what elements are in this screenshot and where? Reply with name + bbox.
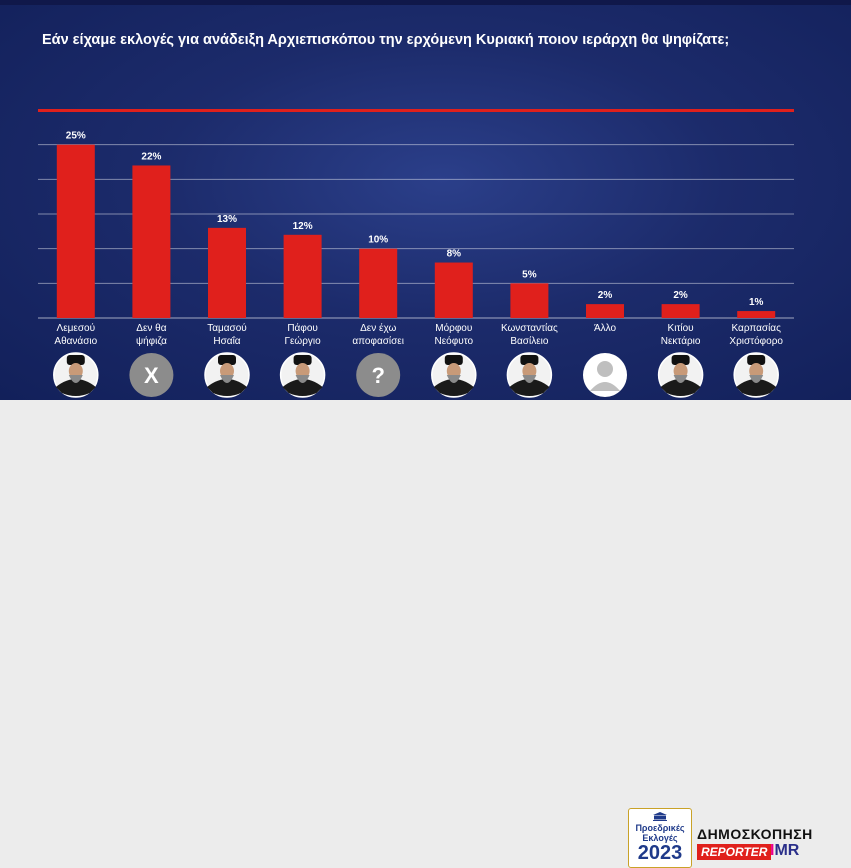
footer: Προεδρικές Εκλογές 2023 ΔΗΜΟΣΚΟΠΗΣΗ REPO… xyxy=(0,400,851,868)
icon-circle xyxy=(356,353,401,397)
bar xyxy=(283,234,322,318)
portrait-hat xyxy=(66,355,85,365)
title-underline xyxy=(38,109,794,112)
portrait-robe xyxy=(509,379,550,396)
portrait-beard xyxy=(522,375,537,383)
value-label: 10% xyxy=(368,235,388,246)
question-mark-icon: ? xyxy=(371,363,384,388)
portrait-robe xyxy=(736,379,777,396)
imr-logo: IMR xyxy=(770,842,799,860)
portrait-hat xyxy=(444,355,463,365)
value-label: 2% xyxy=(598,290,613,301)
portrait-hat xyxy=(747,355,766,365)
imr-logo-rest: MR xyxy=(774,842,800,859)
logo-line2: Εκλογές xyxy=(642,833,678,843)
category-label: Μόρφου xyxy=(435,322,472,334)
logo-year: 2023 xyxy=(637,842,683,864)
category-label: αποφασίσει xyxy=(352,335,404,347)
bar xyxy=(737,311,776,318)
value-label: 5% xyxy=(522,269,537,280)
category-label: Γεώργιο xyxy=(284,335,321,347)
bar xyxy=(661,304,700,318)
category-label: Λεμεσού xyxy=(57,322,96,334)
category-label: Άλλο xyxy=(594,323,617,334)
portrait-robe xyxy=(207,379,247,396)
x-mark-icon: X xyxy=(144,363,159,388)
brand-title: ΔΗΜΟΣΚΟΠΗΣΗ xyxy=(697,826,813,842)
category-label: Νεόφυτο xyxy=(435,335,474,347)
portrait-beard xyxy=(68,375,83,383)
portrait-beard xyxy=(749,375,764,383)
bar xyxy=(132,165,171,318)
bar xyxy=(359,248,398,318)
portrait-robe xyxy=(660,379,701,396)
category-label: Καρπασίας xyxy=(731,322,781,334)
portrait-robe xyxy=(282,379,323,396)
category-label: Κωνσταντίας xyxy=(501,322,558,334)
bar xyxy=(434,262,473,318)
bar xyxy=(510,283,549,318)
bar xyxy=(208,227,246,318)
value-label: 8% xyxy=(447,249,462,260)
category-label: Χριστόφορο xyxy=(729,335,783,347)
chart-title: Εάν είχαμε εκλογές για ανάδειξη Αρχιεπισ… xyxy=(42,32,730,48)
elections-logo: Προεδρικές Εκλογές 2023 xyxy=(628,808,692,868)
value-label: 12% xyxy=(293,221,313,232)
category-label: Ησαΐα xyxy=(213,335,240,347)
category-label: Ταμασού xyxy=(207,322,247,334)
building-icon xyxy=(653,812,667,821)
portrait-beard xyxy=(220,375,234,383)
value-label: 13% xyxy=(217,214,237,225)
category-label: Πάφου xyxy=(287,322,318,334)
value-label: 22% xyxy=(141,151,161,162)
portrait-robe xyxy=(433,379,474,396)
reporter-logo: REPORTER xyxy=(697,844,772,860)
logo-line1: Προεδρικές xyxy=(635,823,685,833)
category-label: Κιτίου xyxy=(668,322,694,334)
portrait-beard xyxy=(673,375,688,383)
portrait-hat xyxy=(520,355,539,365)
category-label: Βασίλειο xyxy=(510,335,549,347)
category-label: Νεκτάριο xyxy=(661,335,701,347)
category-label: Δεν έχω xyxy=(360,322,396,334)
chart-panel: Εάν είχαμε εκλογές για ανάδειξη Αρχιεπισ… xyxy=(0,0,851,400)
portrait-robe xyxy=(55,379,96,396)
category-label: Δεν θα xyxy=(136,323,166,334)
portrait-hat xyxy=(218,355,236,365)
icon-circle xyxy=(129,353,174,397)
portrait-hat xyxy=(671,355,690,365)
category-label: ψήφιζα xyxy=(136,335,167,347)
top-bar xyxy=(0,0,851,5)
portrait-beard xyxy=(295,375,310,383)
portrait-beard xyxy=(446,375,461,383)
category-label: Αθανάσιο xyxy=(54,335,97,347)
value-label: 25% xyxy=(66,131,86,142)
bar xyxy=(586,304,624,318)
value-label: 2% xyxy=(673,290,688,301)
person-silhouette-body xyxy=(590,382,620,391)
value-label: 1% xyxy=(749,297,764,308)
portrait-hat xyxy=(293,355,312,365)
bar xyxy=(56,144,95,318)
person-silhouette-icon xyxy=(597,361,613,377)
